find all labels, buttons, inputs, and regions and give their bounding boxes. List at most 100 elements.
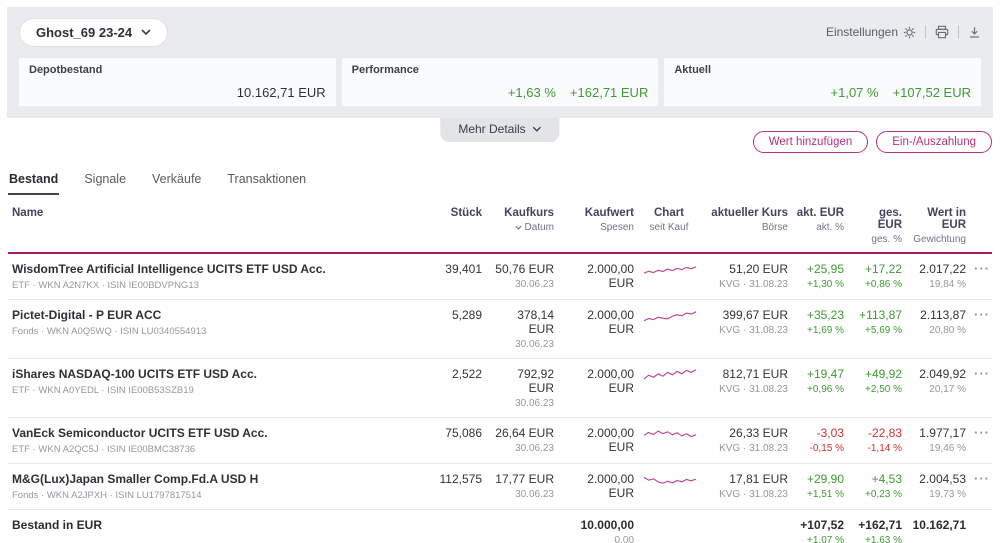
position-akt-eur: +29,90 — [806, 472, 844, 486]
position-boerse: KVG · 31.08.23 — [719, 325, 788, 336]
position-kaufdatum: 30.06.23 — [515, 398, 554, 409]
position-ges-pct: +5,69 % — [865, 325, 902, 336]
position-gewichtung: 20,80 % — [929, 325, 966, 336]
more-details-button[interactable]: Mehr Details — [440, 118, 560, 142]
divider — [958, 25, 959, 39]
summary-ges-eur: +162,71 — [858, 518, 902, 532]
chevron-down-icon — [514, 225, 522, 230]
card-label: Aktuell — [674, 64, 712, 76]
position-name[interactable]: M&G(Lux)Japan Smaller Comp.Fd.A USD H — [12, 472, 259, 486]
position-wert: 2.113,87 — [920, 308, 966, 322]
sparkline-chart — [643, 369, 697, 380]
position-akt-eur: +25,95 — [806, 262, 844, 276]
position-kaufwert: 2.000,00 EUR — [587, 367, 634, 395]
summary-row-bestand: Bestand in EUR 10.000,00 0,00 +107,52 +1… — [8, 509, 992, 543]
position-stueck: 112,575 — [439, 472, 483, 486]
sparkline-chart — [643, 266, 697, 274]
column-header-name: Name — [8, 203, 428, 254]
aktuell-percent: +1,07 % — [830, 85, 879, 100]
position-details: Fonds · WKN A0Q5WQ · ISIN LU0340554913 — [12, 326, 207, 337]
position-name[interactable]: Pictet-Digital - P EUR ACC — [12, 308, 162, 322]
payment-button[interactable]: Ein-/Auszahlung — [876, 131, 992, 153]
more-details-label: Mehr Details — [458, 122, 526, 136]
position-stueck: 2,522 — [451, 367, 482, 381]
summary-wert: 10.162,71 — [912, 518, 966, 532]
column-header-kurs: aktueller Kurs Börse — [700, 203, 792, 254]
position-kurs: 399,67 EUR — [722, 308, 788, 322]
summary-kaufwert: 10.000,00 — [580, 518, 634, 532]
position-ges-eur: +49,92 — [864, 367, 902, 381]
position-kaufwert: 2.000,00 EUR — [587, 426, 634, 454]
position-row[interactable]: M&G(Lux)Japan Smaller Comp.Fd.A USD H Fo… — [8, 463, 992, 510]
position-ges-eur: +113,87 — [859, 308, 902, 322]
settings-button[interactable]: Einstellungen — [826, 25, 916, 39]
position-boerse: KVG · 31.08.23 — [719, 279, 788, 290]
position-gewichtung: 19,46 % — [929, 443, 966, 454]
tab-transaktionen[interactable]: Transaktionen — [227, 172, 307, 186]
tab-signale[interactable]: Signale — [84, 172, 127, 186]
position-name[interactable]: iShares NASDAQ-100 UCITS ETF USD Acc. — [12, 367, 257, 381]
sparkline-chart — [643, 311, 697, 322]
chevron-down-icon — [533, 126, 542, 132]
position-kaufkurs: 378,14 EUR — [517, 308, 554, 336]
position-boerse: KVG · 31.08.23 — [719, 384, 788, 395]
position-name[interactable]: VanEck Semiconductor UCITS ETF USD Acc. — [12, 426, 268, 440]
position-kaufkurs: 50,76 EUR — [495, 262, 554, 276]
card-label: Depotbestand — [29, 64, 103, 76]
download-button[interactable] — [968, 26, 981, 39]
column-header-kaufwert: Kaufwert Spesen — [558, 203, 638, 254]
row-menu-button[interactable]: ··· — [974, 307, 990, 322]
summary-akt-pct: +1,07 % — [807, 535, 844, 543]
column-header-stueck: Stück — [428, 203, 486, 254]
position-gewichtung: 19,73 % — [929, 489, 966, 500]
download-icon — [970, 26, 979, 38]
position-boerse: KVG · 31.08.23 — [719, 489, 788, 500]
position-kaufkurs: 26,64 EUR — [495, 426, 554, 440]
depot-value: 10.162,71 EUR — [236, 85, 326, 100]
position-name[interactable]: WisdomTree Artificial Intelligence UCITS… — [12, 262, 326, 276]
card-label: Performance — [351, 64, 419, 76]
row-menu-button[interactable]: ··· — [974, 471, 990, 486]
row-menu-button[interactable]: ··· — [974, 425, 990, 440]
print-button[interactable] — [935, 25, 949, 39]
printer-icon — [935, 25, 949, 39]
depot-tabs: Bestand Signale Verkäufe Transaktionen — [8, 166, 992, 195]
tab-bestand[interactable]: Bestand — [8, 166, 60, 195]
sort-by-date[interactable]: Datum — [514, 222, 554, 233]
position-kaufwert: 2.000,00 EUR — [587, 262, 634, 290]
position-stueck: 39,401 — [445, 262, 482, 276]
divider — [925, 25, 926, 39]
gear-icon — [903, 26, 916, 38]
position-stueck: 75,086 — [445, 426, 482, 440]
position-details: ETF · WKN A2N7KX · ISIN IE00BDVPNG13 — [12, 280, 199, 291]
summary-spesen: 0,00 — [614, 535, 634, 543]
aktuell-value: +107,52 EUR — [892, 85, 972, 100]
summary-ges-pct: +1,63 % — [865, 535, 902, 543]
position-wert: 2.004,53 — [919, 472, 966, 486]
position-kaufdatum: 30.06.23 — [515, 443, 554, 454]
tab-verkaeufe[interactable]: Verkäufe — [152, 172, 202, 186]
position-details: Fonds · WKN A2JPXH · ISIN LU1797817514 — [12, 490, 202, 501]
position-akt-eur: -3,03 — [816, 426, 844, 440]
performance-percent: +1,63 % — [507, 85, 556, 100]
portfolio-selector[interactable]: Ghost_69 23-24 — [19, 17, 169, 47]
position-row[interactable]: WisdomTree Artificial Intelligence UCITS… — [8, 253, 992, 300]
position-ges-eur: +4,53 — [871, 472, 902, 486]
add-value-button[interactable]: Wert hinzufügen — [752, 131, 869, 153]
position-row[interactable]: VanEck Semiconductor UCITS ETF USD Acc. … — [8, 417, 992, 464]
position-akt-pct: +0,96 % — [807, 384, 844, 395]
card-depotbestand: Depotbestand 10.162,71 EUR — [19, 58, 336, 106]
position-kurs: 17,81 EUR — [729, 472, 788, 486]
position-wert: 2.017,22 — [919, 262, 966, 276]
position-ges-pct: +2,50 % — [865, 384, 902, 395]
position-kaufdatum: 30.06.23 — [515, 489, 554, 500]
sparkline-chart — [643, 430, 697, 438]
row-menu-button[interactable]: ··· — [974, 261, 990, 276]
position-kurs: 812,71 EUR — [722, 367, 788, 381]
row-menu-button[interactable]: ··· — [974, 366, 990, 381]
position-details: ETF · WKN A0YEDL · ISIN IE00B53SZB19 — [12, 385, 194, 396]
position-row[interactable]: Pictet-Digital - P EUR ACC Fonds · WKN A… — [8, 299, 992, 359]
position-row[interactable]: iShares NASDAQ-100 UCITS ETF USD Acc. ET… — [8, 358, 992, 418]
table-header-row: Name Stück Kaufkurs Datum Kaufwert Spesen… — [8, 203, 992, 254]
position-ges-pct: +0,86 % — [865, 279, 902, 290]
